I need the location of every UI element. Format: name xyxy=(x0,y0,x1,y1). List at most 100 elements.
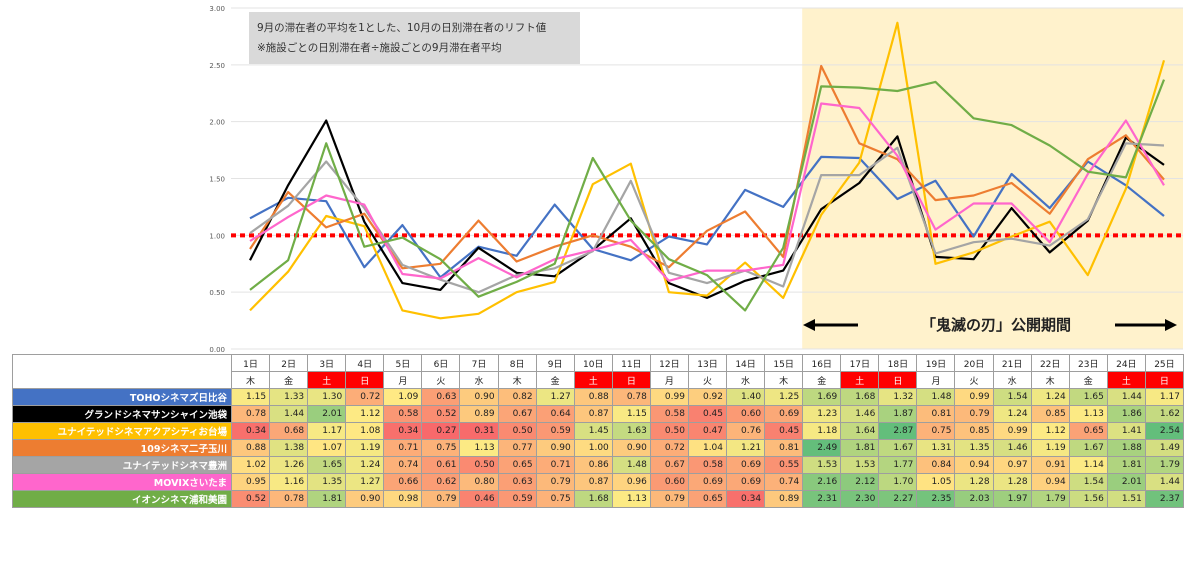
table-cell: 1.56 xyxy=(1068,490,1108,508)
table-cell: 0.92 xyxy=(687,388,728,406)
date-header: 12日 xyxy=(649,354,689,372)
table-cell: 1.33 xyxy=(269,388,309,406)
weekday-header: 火 xyxy=(954,371,994,389)
table-cell: 0.69 xyxy=(726,473,766,491)
table-cell: 0.87 xyxy=(573,473,613,491)
weekday-header: 月 xyxy=(916,371,956,389)
date-header: 25日 xyxy=(1144,354,1184,372)
table-cell: 0.50 xyxy=(649,422,689,440)
table-cell: 1.24 xyxy=(345,456,385,474)
series-line-7 xyxy=(249,79,1166,312)
weekday-header: 木 xyxy=(1030,371,1070,389)
weekday-header: 土 xyxy=(1106,371,1146,389)
table-cell: 1.12 xyxy=(345,405,385,423)
date-header: 20日 xyxy=(954,354,994,372)
table-cell: 1.13 xyxy=(459,439,499,457)
weekday-header: 水 xyxy=(726,371,766,389)
table-cell: 1.68 xyxy=(840,388,880,406)
table-cell: 0.63 xyxy=(421,388,461,406)
table-cell: 1.53 xyxy=(840,456,880,474)
table-cell: 1.26 xyxy=(269,456,309,474)
table-cell: 1.46 xyxy=(840,405,880,423)
table-cell: 1.05 xyxy=(916,473,956,491)
table-cell: 0.95 xyxy=(230,473,271,491)
table-cell: 1.30 xyxy=(307,388,347,406)
table-cell: 1.49 xyxy=(1144,439,1184,457)
table-cell: 0.90 xyxy=(345,490,385,508)
table-cell: 0.75 xyxy=(916,422,956,440)
table-cell: 0.34 xyxy=(726,490,766,508)
table-cell: 1.79 xyxy=(1144,456,1184,474)
date-header: 18日 xyxy=(878,354,918,372)
date-header: 14日 xyxy=(726,354,766,372)
line-chart: 0.00 0.50 1.00 1.50 2.00 2.50 3.00 9月の滞在者の平均を1… xyxy=(209,5,1183,354)
table-cell: 0.72 xyxy=(649,439,689,457)
table-cell: 0.71 xyxy=(383,439,423,457)
weekday-header: 日 xyxy=(878,371,918,389)
weekday-header: 金 xyxy=(802,371,842,389)
table-cell: 0.50 xyxy=(497,422,537,440)
table-cell: 1.09 xyxy=(383,388,423,406)
table-cell: 1.19 xyxy=(1030,439,1070,457)
weekday-header: 金 xyxy=(1068,371,1108,389)
table-cell: 0.27 xyxy=(421,422,461,440)
y-tick-label: 1.00 xyxy=(209,232,225,240)
row-label: イオンシネマ浦和美園 xyxy=(12,490,232,508)
table-cell: 1.23 xyxy=(802,405,842,423)
table-cell: 1.12 xyxy=(1030,422,1070,440)
table-cell: 1.81 xyxy=(307,490,347,508)
table-cell: 0.85 xyxy=(954,422,994,440)
table-cell: 1.54 xyxy=(992,388,1032,406)
table-cell: 1.62 xyxy=(1144,405,1184,423)
table-cell: 1.35 xyxy=(307,473,347,491)
table-cell: 0.60 xyxy=(726,405,766,423)
table-cell: 2.27 xyxy=(878,490,918,508)
y-tick-label: 2.00 xyxy=(209,119,225,127)
table-cell: 2.03 xyxy=(954,490,994,508)
table-cell: 1.00 xyxy=(573,439,613,457)
table-cell: 2.87 xyxy=(878,422,918,440)
table-cell: 1.65 xyxy=(307,456,347,474)
table-cell: 0.78 xyxy=(611,388,651,406)
table-cell: 1.02 xyxy=(230,456,271,474)
weekday-header: 日 xyxy=(345,371,385,389)
series-line-1 xyxy=(249,155,1165,279)
table-cell: 0.45 xyxy=(764,422,804,440)
table-cell: 0.87 xyxy=(573,405,613,423)
y-tick-label: 0.50 xyxy=(209,289,225,297)
table-cell: 1.45 xyxy=(573,422,613,440)
date-header: 10日 xyxy=(573,354,613,372)
weekday-header: 金 xyxy=(535,371,575,389)
weekday-header: 月 xyxy=(383,371,423,389)
table-cell: 0.96 xyxy=(611,473,651,491)
weekday-header: 木 xyxy=(764,371,804,389)
table-cell: 0.88 xyxy=(230,439,271,457)
table-cell: 0.94 xyxy=(1030,473,1070,491)
table-row: ユナイテッドシネマ豊洲 1.02 1.26 1.65 1.24 0.74 0.61 0.50 0… xyxy=(12,456,1184,474)
period-label: 「鬼滅の刃」公開期間 xyxy=(921,316,1071,334)
table-cell: 0.89 xyxy=(764,490,804,508)
table-cell: 1.32 xyxy=(878,388,918,406)
table-cell: 1.67 xyxy=(1068,439,1108,457)
table-cell: 1.27 xyxy=(345,473,385,491)
table-cell: 0.78 xyxy=(269,490,309,508)
table-cell: 0.79 xyxy=(954,405,994,423)
table-cell: 0.52 xyxy=(421,405,461,423)
table-cell: 0.79 xyxy=(535,473,575,491)
table-cell: 1.46 xyxy=(992,439,1032,457)
table-cell: 1.48 xyxy=(916,388,956,406)
table-cell: 0.99 xyxy=(954,388,994,406)
table-cell: 0.63 xyxy=(497,473,537,491)
table-cell: 0.67 xyxy=(497,405,537,423)
row-label: 109シネマ二子玉川 xyxy=(12,439,232,457)
series-line-5 xyxy=(249,142,1165,294)
table-corner xyxy=(12,354,232,389)
table-cell: 2.12 xyxy=(840,473,880,491)
table-cell: 1.53 xyxy=(802,456,842,474)
weekday-header: 土 xyxy=(573,371,613,389)
table-cell: 0.69 xyxy=(687,473,728,491)
table-cell: 1.27 xyxy=(535,388,575,406)
table-cell: 0.64 xyxy=(535,405,575,423)
date-header: 8日 xyxy=(497,354,537,372)
weekday-header: 水 xyxy=(992,371,1032,389)
